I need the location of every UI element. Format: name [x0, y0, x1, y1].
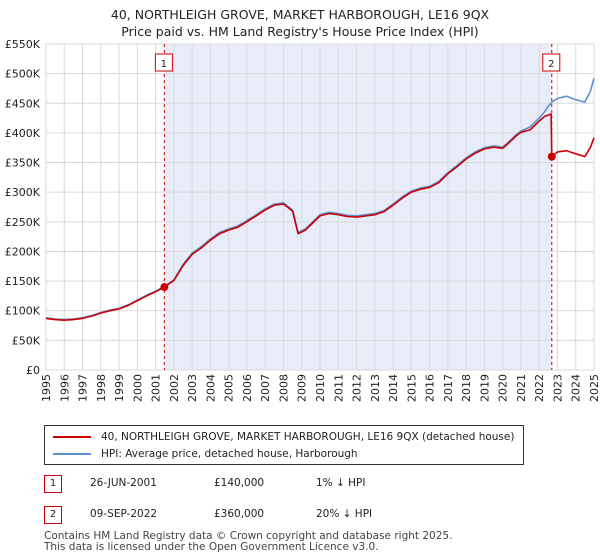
x-tick-label: 2022	[533, 374, 546, 402]
transaction-hpi: 20% ↓ HPI	[316, 508, 373, 520]
property-price-line	[45, 113, 595, 322]
chart-legend: 40, NORTHLEIGH GROVE, MARKET HARBOROUGH,…	[44, 425, 524, 465]
legend-swatch-property	[53, 436, 91, 438]
y-tick-label: £200K	[5, 245, 41, 258]
sale-marker-box	[542, 53, 561, 72]
y-tick-label: £150K	[5, 275, 41, 288]
x-tick-label: 1996	[58, 374, 71, 402]
x-tick-label: 2001	[150, 374, 163, 402]
x-tick-label: 2005	[223, 374, 236, 402]
y-tick-label: £500K	[5, 68, 41, 81]
transaction-hpi: 1% ↓ HPI	[316, 477, 366, 489]
transaction-price: £140,000	[214, 477, 265, 489]
x-tick-label: 2017	[442, 374, 455, 402]
x-tick-label: 2012	[351, 374, 364, 402]
x-tick-label: 2000	[131, 374, 144, 402]
x-tick-label: 1999	[113, 374, 126, 402]
x-tick-label: 2025	[588, 374, 600, 402]
chart-title-line2: Price paid vs. HM Land Registry's House …	[121, 24, 479, 39]
x-tick-label: 2013	[369, 374, 382, 402]
legend-swatch-hpi	[53, 453, 91, 455]
y-tick-label: £400K	[5, 127, 41, 140]
chart-title: 40, NORTHLEIGH GROVE, MARKET HARBOROUGH,…	[0, 6, 600, 40]
price-chart: 1 2 £0 £50K £100K £150K £200K £250K £300K £350K £…	[5, 38, 600, 402]
x-tick-label: 2010	[314, 374, 327, 402]
transaction-date: 09-SEP-2022	[90, 508, 158, 520]
legend-label-hpi: HPI: Average price, detached house, Harb…	[101, 448, 358, 460]
x-tick-label: 2008	[277, 374, 290, 402]
sale-marker-box	[154, 53, 173, 72]
x-tick-label: 2007	[259, 374, 272, 402]
y-tick-label: £300K	[5, 186, 41, 199]
footer: Contains HM Land Registry data © Crown c…	[44, 531, 452, 553]
sale-marker-label: 1	[161, 59, 167, 70]
transaction-date: 26-JUN-2001	[90, 477, 157, 489]
x-tick-label: 2018	[460, 374, 473, 402]
x-tick-label: 2009	[296, 374, 309, 402]
x-tick-label: 1997	[77, 374, 90, 402]
x-tick-label: 2014	[387, 374, 400, 402]
sale-point	[547, 152, 556, 161]
x-tick-label: 2015	[405, 374, 418, 402]
y-tick-label: £50K	[12, 334, 41, 347]
y-tick-label: £550K	[5, 38, 41, 51]
x-tick-label: 2002	[168, 374, 181, 402]
y-tick-label: £450K	[5, 97, 41, 110]
x-tick-label: 2019	[478, 374, 491, 402]
transaction-number: 2	[44, 506, 62, 524]
footer-line2: This data is licensed under the Open Gov…	[44, 541, 379, 553]
x-tick-label: 2006	[241, 374, 254, 402]
y-tick-label: £250K	[5, 216, 41, 229]
x-tick-label: 2021	[515, 374, 528, 402]
sale-point	[160, 283, 169, 292]
legend-item-property: 40, NORTHLEIGH GROVE, MARKET HARBOROUGH,…	[53, 429, 514, 445]
transaction-number: 1	[44, 475, 62, 493]
ownership-shade	[164, 44, 552, 370]
y-tick-label: £350K	[5, 157, 41, 170]
x-tick-label: 2003	[186, 374, 199, 402]
x-tick-label: 2011	[332, 374, 345, 402]
y-tick-label: £0	[26, 364, 40, 377]
x-tick-label: 2004	[204, 374, 217, 402]
x-tick-label: 2023	[551, 374, 564, 402]
sale-marker-label: 2	[548, 59, 554, 70]
legend-label-property: 40, NORTHLEIGH GROVE, MARKET HARBOROUGH,…	[101, 431, 515, 443]
x-tick-label: 2020	[497, 374, 510, 402]
legend-item-hpi: HPI: Average price, detached house, Harb…	[53, 446, 358, 462]
y-tick-label: £100K	[5, 305, 41, 318]
chart-title-line1: 40, NORTHLEIGH GROVE, MARKET HARBOROUGH,…	[110, 7, 490, 22]
x-tick-label: 2016	[424, 374, 437, 402]
transaction-price: £360,000	[214, 508, 265, 520]
x-tick-label: 1995	[40, 374, 53, 402]
x-tick-label: 2024	[570, 374, 583, 402]
footer-line1: Contains HM Land Registry data © Crown c…	[44, 530, 453, 542]
x-tick-label: 1998	[95, 374, 108, 402]
